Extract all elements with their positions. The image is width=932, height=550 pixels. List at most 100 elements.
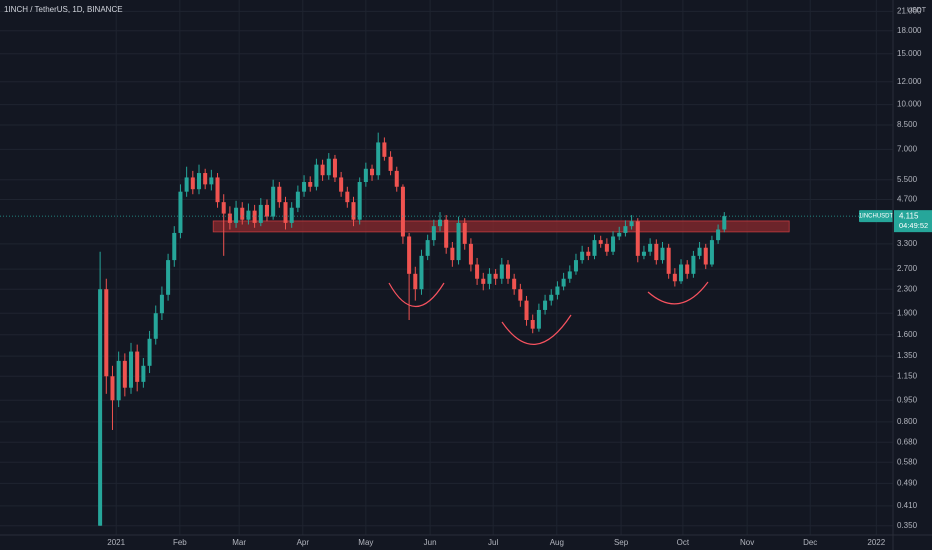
candle-body xyxy=(388,156,393,171)
candle-body xyxy=(703,247,708,265)
candle-body xyxy=(543,300,548,310)
candle-body xyxy=(413,273,418,290)
candle-body xyxy=(586,251,591,256)
candle-body xyxy=(215,177,220,203)
candle-body xyxy=(660,247,665,261)
x-tick-label: Apr xyxy=(297,538,310,547)
price-box xyxy=(894,210,932,233)
candle-body xyxy=(190,177,195,190)
y-tick-label: 2.300 xyxy=(897,284,918,293)
candle-body xyxy=(246,210,251,220)
y-tick-label: 15.000 xyxy=(897,49,922,58)
candle-body xyxy=(536,309,541,329)
candle-body xyxy=(555,286,560,295)
candle-body xyxy=(419,255,424,290)
candle-body xyxy=(295,191,300,208)
y-tick-label: 1.150 xyxy=(897,371,918,380)
candle-body xyxy=(685,264,690,274)
candle-body xyxy=(598,240,603,244)
y-tick-label: 0.350 xyxy=(897,521,918,530)
candle-body xyxy=(172,232,177,261)
candle-body xyxy=(617,232,622,237)
currency-label: USDT xyxy=(907,7,927,14)
y-tick-label: 1.350 xyxy=(897,351,918,360)
y-tick-label: 1.900 xyxy=(897,308,918,317)
x-tick-label: Sep xyxy=(614,538,629,547)
candle-body xyxy=(178,191,183,233)
x-tick-label: Oct xyxy=(677,538,690,547)
x-tick-label: 2021 xyxy=(107,538,125,547)
candle-body xyxy=(116,360,121,401)
right-shoulder-arc xyxy=(647,281,709,305)
candle-body xyxy=(122,360,127,388)
y-tick-label: 0.580 xyxy=(897,457,918,466)
candle-body xyxy=(104,289,109,377)
candle-body xyxy=(184,177,189,192)
candle-body xyxy=(481,278,486,284)
candle-body xyxy=(400,186,405,237)
symbol-box xyxy=(859,210,893,223)
candle-body xyxy=(363,168,368,183)
candle-body xyxy=(524,300,529,321)
candle-body xyxy=(456,222,461,261)
symbol-label: 1INCHUSDT xyxy=(859,214,894,220)
candle-body xyxy=(672,273,677,282)
candle-body xyxy=(227,213,232,223)
candle-body xyxy=(549,294,554,301)
x-tick-label: May xyxy=(358,538,373,547)
candle-body xyxy=(234,207,239,223)
candle-body xyxy=(499,264,504,279)
candle-body xyxy=(407,236,412,274)
candle-body xyxy=(505,264,510,279)
y-tick-label: 5.500 xyxy=(897,175,918,184)
candle-body xyxy=(264,204,269,217)
candle-body xyxy=(592,240,597,256)
candle-body xyxy=(147,338,152,366)
candle-body xyxy=(382,142,387,157)
x-tick-label: Jun xyxy=(424,538,437,547)
candle-body xyxy=(308,182,313,187)
resistance-zone xyxy=(212,220,790,233)
candle-body xyxy=(722,216,727,230)
x-tick-label: Dec xyxy=(803,538,817,547)
candle-body xyxy=(129,351,134,388)
y-tick-label: 0.800 xyxy=(897,417,918,426)
candle-body xyxy=(567,271,572,279)
y-tick-label: 21.000 xyxy=(897,7,922,16)
candle-body xyxy=(679,264,684,282)
candle-body xyxy=(339,177,344,192)
y-tick-label: 18.000 xyxy=(897,26,922,35)
zone-layer xyxy=(212,220,790,233)
y-tick-label: 7.000 xyxy=(897,145,918,154)
countdown-label: 04:49:52 xyxy=(899,221,928,230)
y-tick-label: 1.600 xyxy=(897,330,918,339)
candle-body xyxy=(283,202,288,223)
candle-body xyxy=(135,351,140,382)
candle-body xyxy=(394,170,399,187)
candle-body xyxy=(431,226,436,241)
grid xyxy=(0,0,893,535)
candle-body xyxy=(271,186,276,217)
candle-body xyxy=(530,320,535,329)
x-tick-label: Feb xyxy=(173,538,187,547)
candle-body xyxy=(462,222,467,244)
y-tick-label: 8.500 xyxy=(897,120,918,129)
candle-body xyxy=(221,202,226,214)
candle-body xyxy=(573,260,578,272)
candle-body xyxy=(326,158,331,176)
candle-body xyxy=(110,376,115,401)
candle-body xyxy=(370,168,375,176)
candle-body xyxy=(159,294,164,314)
candle-body xyxy=(252,210,257,223)
x-tick-label: 2022 xyxy=(867,538,885,547)
candle-body xyxy=(654,243,659,261)
candle-body xyxy=(635,221,640,256)
candle-body xyxy=(512,278,517,290)
candle-body xyxy=(468,243,473,265)
candle-body xyxy=(425,240,430,256)
head-arc xyxy=(501,314,572,345)
x-tick-label: Nov xyxy=(740,538,754,547)
